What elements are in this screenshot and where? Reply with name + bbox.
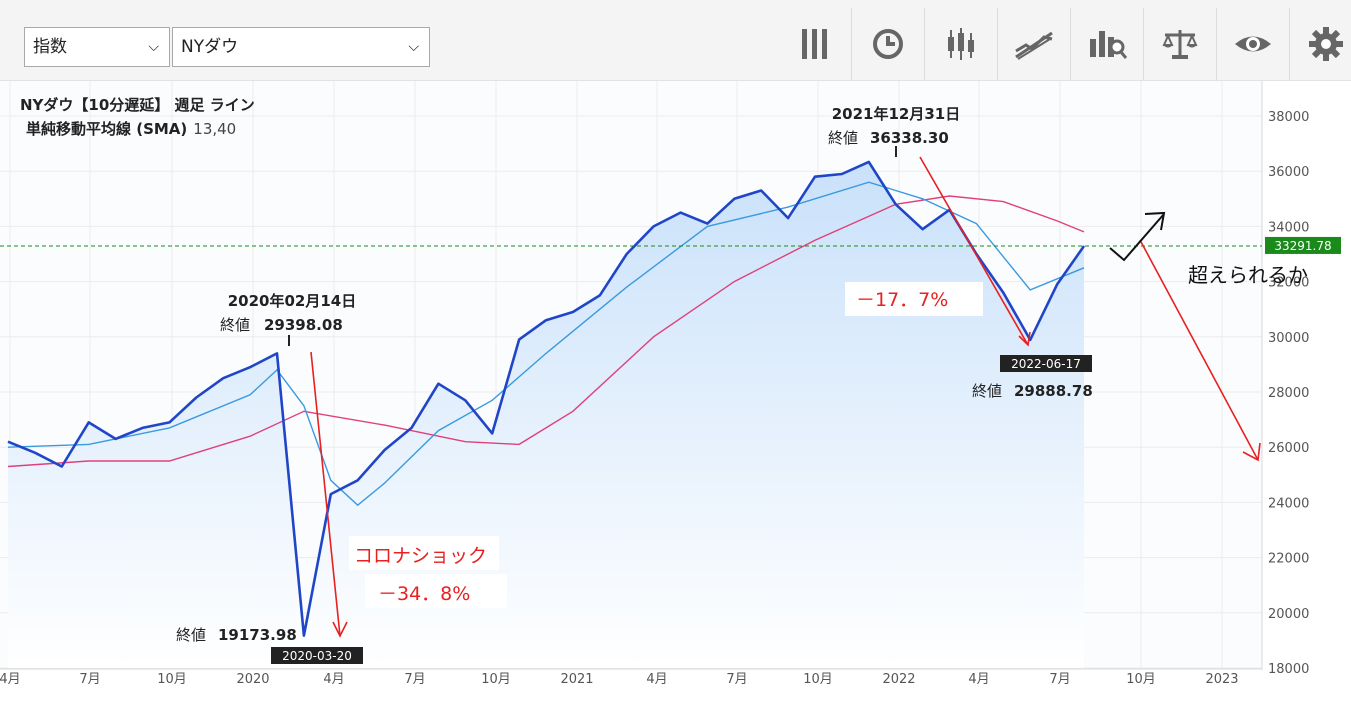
up-arrow-line	[1109, 213, 1165, 262]
sma40-line	[7, 195, 1085, 468]
y-tick-label: 22000	[1268, 552, 1309, 567]
sma-legend-params: 13,40	[193, 120, 236, 138]
x-tick-label: 4月	[968, 672, 989, 687]
y-tick-label: 20000	[1268, 607, 1309, 622]
clock-icon[interactable]	[851, 8, 924, 80]
chart-title: NYダウ【10分遅延】 週足 ライン	[20, 96, 255, 114]
y-tick-label: 30000	[1268, 331, 1309, 346]
question-text: 超えられるか	[1188, 263, 1308, 287]
current-price-badge	[1265, 236, 1341, 254]
drop-pct-text: －17．7%	[856, 289, 948, 311]
market-select[interactable]: 指数 ⌵	[24, 27, 170, 67]
drop-2022-arrowhead	[1018, 331, 1031, 347]
corona-callout-box	[349, 536, 499, 570]
y-tick-label: 34000	[1268, 220, 1309, 235]
mar2020-close-label: 終値	[176, 626, 206, 644]
y-tick-label: 24000	[1268, 496, 1309, 511]
x-tick-label: 10月	[803, 672, 833, 687]
forecast-down-arrowhead	[1242, 442, 1261, 462]
x-tick-label: 10月	[481, 672, 511, 687]
x-tick-label: 7月	[1049, 672, 1070, 687]
x-tick-label: 10月	[1126, 672, 1156, 687]
x-tick-label: 2020	[236, 672, 269, 687]
corona-drop-arrowhead	[332, 621, 348, 638]
chevron-down-icon: ⌵	[148, 39, 159, 55]
trendline-icon[interactable]	[997, 8, 1070, 80]
chart-toolbar: 指数 ⌵ NYダウ ⌵	[0, 0, 1351, 81]
mar2020-close-value: 19173.98	[218, 626, 297, 644]
forecast-down-arrow	[1139, 239, 1259, 461]
y-tick-label: 32000	[1268, 276, 1309, 291]
candlestick-icon[interactable]	[924, 8, 997, 80]
jun2022-date-text: 2022-06-17	[1011, 357, 1081, 371]
price-line	[7, 160, 1086, 637]
sma-legend: 単純移動平均線 (SMA) 13,40	[26, 120, 236, 138]
feb2020-close-label: 終値	[220, 316, 250, 334]
x-tick-label: 10月	[157, 672, 187, 687]
gear-icon[interactable]	[1289, 8, 1351, 80]
x-tick-label: 7月	[79, 672, 100, 687]
sma-legend-label: 単純移動平均線 (SMA)	[26, 120, 187, 138]
x-tick-label: 7月	[726, 672, 747, 687]
x-tick-label: 4月	[323, 672, 344, 687]
current-price-text: 33291.78	[1274, 239, 1331, 253]
bars-icon[interactable]	[779, 8, 851, 80]
indicator-search-icon[interactable]	[1070, 8, 1143, 80]
dec2021-close-value: 36338.30	[870, 129, 949, 147]
eye-icon[interactable]	[1216, 8, 1289, 80]
corona-drop-arrow	[310, 351, 341, 637]
x-tick-label: 7月	[404, 672, 425, 687]
chart-panel: 38000 36000 34000 32000 30000 28000 26000 24000…	[0, 81, 1351, 709]
symbol-select[interactable]: NYダウ ⌵	[172, 27, 430, 67]
market-select-value: 指数	[33, 37, 67, 57]
x-tick-label: 2021	[560, 672, 593, 687]
feb2020-date-label: 2020年02月14日	[228, 292, 357, 310]
dec2021-close-label: 終値	[828, 129, 858, 147]
price-area	[8, 161, 1084, 668]
balance-icon[interactable]	[1143, 8, 1216, 80]
corona-callout-text: コロナショック	[354, 545, 487, 567]
x-tick-label: 4月	[646, 672, 667, 687]
y-tick-label: 36000	[1268, 165, 1309, 180]
corona-pct-box	[365, 574, 507, 608]
x-tick-label: 4月	[0, 672, 21, 687]
mar2020-date-text: 2020-03-20	[282, 649, 352, 663]
drop-pct-box	[845, 282, 983, 316]
jun2022-date-badge	[1000, 355, 1092, 372]
corona-pct-text: －34．8%	[378, 583, 470, 605]
price-chart[interactable]: 38000 36000 34000 32000 30000 28000 26000 24000…	[0, 81, 1351, 709]
up-scenario-arrow	[1109, 211, 1166, 262]
y-tick-label: 28000	[1268, 386, 1309, 401]
feb2020-close-value: 29398.08	[264, 316, 343, 334]
red-arrows	[310, 156, 1261, 638]
dec2021-date-label: 2021年12月31日	[832, 105, 961, 123]
x-tick-label: 2023	[1205, 672, 1238, 687]
up-arrowhead	[1144, 211, 1166, 231]
x-axis-ticks: 4月 7月 10月 2020 4月 7月 10月 2021 4月 7月 10月 2022 4月 7月 10月…	[0, 672, 1239, 687]
jun2022-close-value: 29888.78	[1014, 382, 1093, 400]
y-tick-label: 38000	[1268, 110, 1309, 125]
jun2022-close-label: 終値	[972, 382, 1002, 400]
drop-2022-arrow	[919, 156, 1029, 346]
chart-tools	[779, 8, 1351, 80]
y-tick-label: 18000	[1268, 662, 1309, 677]
symbol-select-value: NYダウ	[181, 37, 239, 57]
mar2020-date-badge	[271, 647, 363, 664]
y-axis-ticks: 38000 36000 34000 32000 30000 28000 26000 24000…	[1268, 110, 1309, 677]
y-tick-label: 26000	[1268, 441, 1309, 456]
sma13-line	[7, 181, 1085, 507]
x-tick-label: 2022	[882, 672, 915, 687]
chevron-down-icon: ⌵	[408, 39, 419, 55]
